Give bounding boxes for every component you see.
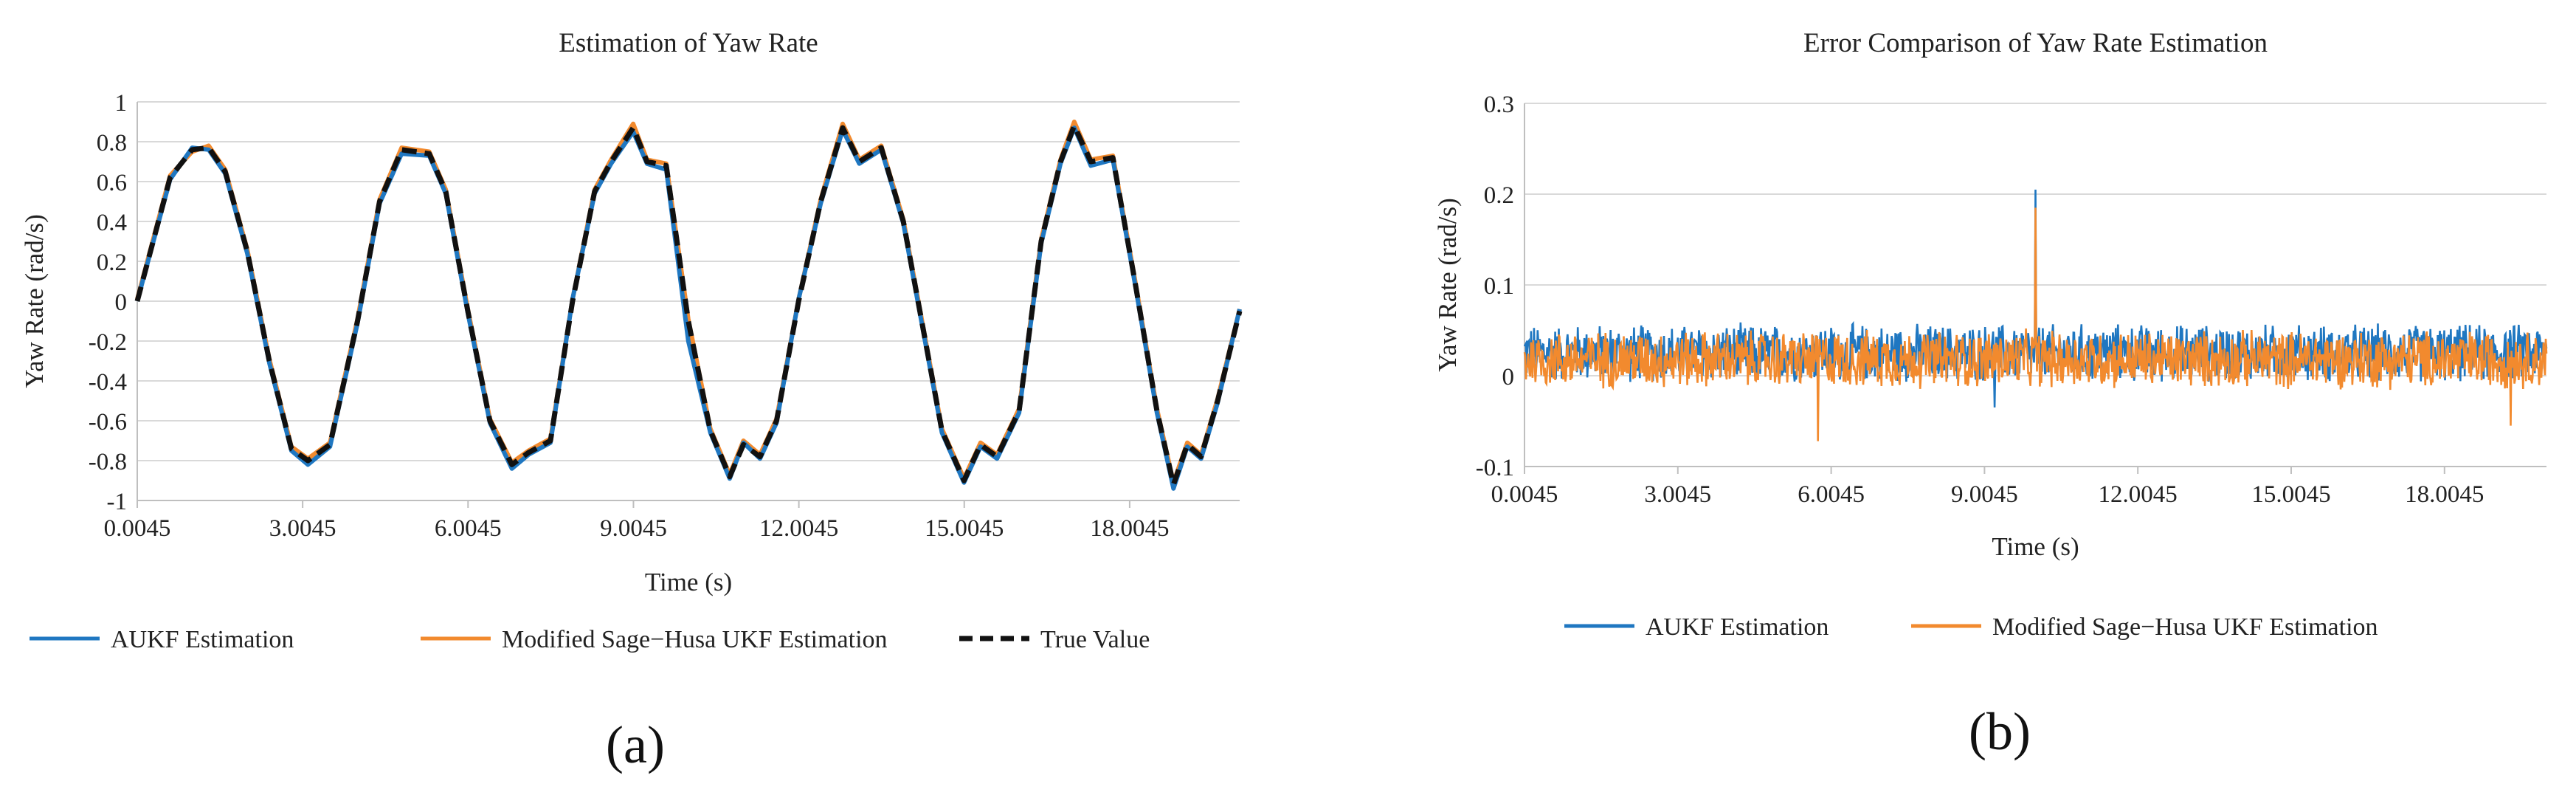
y-tick-label: -0.1 — [1476, 455, 1514, 481]
panel-label-b: (b) — [1969, 702, 2031, 761]
legend-label: AUKF Estimation — [111, 626, 294, 653]
x-tick-label: 15.0045 — [925, 515, 1004, 542]
chart-title: Estimation of Yaw Rate — [559, 28, 818, 58]
legend-label: Modified Sage−Husa UKF Estimation — [1992, 613, 2378, 641]
y-tick-label: 0.6 — [97, 170, 127, 196]
y-tick-label: 0.4 — [97, 210, 127, 236]
series-line-modified-sage-husa-ukf-estimation — [135, 120, 1242, 485]
x-axis-label: Time (s) — [1992, 532, 2079, 561]
y-tick-label: -0.4 — [89, 369, 127, 396]
x-tick-label: 3.0045 — [1644, 481, 1711, 508]
x-tick-label: 0.0045 — [1491, 481, 1558, 508]
series-line-true-value — [134, 123, 1243, 487]
legend-label: True Value — [1040, 626, 1150, 653]
x-tick-label: 9.0045 — [1951, 481, 2018, 508]
y-tick-label: 0.8 — [97, 130, 127, 156]
x-tick-label: 6.0045 — [435, 515, 502, 542]
x-tick-label: 12.0045 — [759, 515, 838, 542]
x-tick-label: 18.0045 — [2405, 481, 2484, 508]
y-tick-label: 0.1 — [1484, 273, 1514, 300]
series-line-modified-sage-husa-ukf-estimation — [1523, 207, 2548, 441]
y-tick-label: 0.2 — [97, 250, 127, 276]
y-tick-label: -1 — [107, 489, 128, 515]
x-tick-label: 12.0045 — [2099, 481, 2178, 508]
y-tick-label: -0.8 — [89, 449, 127, 475]
x-tick-label: 0.0045 — [104, 515, 171, 542]
x-tick-label: 15.0045 — [2251, 481, 2330, 508]
y-axis-label: Yaw Rate (rad/s) — [1433, 198, 1462, 372]
panel-label-a: (a) — [606, 715, 665, 774]
y-axis-label: Yaw Rate (rad/s) — [20, 214, 49, 388]
y-tick-label: -0.6 — [89, 409, 127, 436]
y-tick-label: 0.3 — [1484, 92, 1514, 118]
x-tick-label: 18.0045 — [1090, 515, 1169, 542]
y-tick-label: -0.2 — [89, 329, 127, 356]
y-tick-label: 0 — [115, 289, 128, 316]
y-tick-label: 1 — [115, 90, 128, 117]
y-tick-label: 0.2 — [1484, 182, 1514, 209]
chart-a: Estimation of Yaw Rate -1 -0.8 -0.6 -0.4 -0.2… — [20, 28, 1243, 653]
x-axis-label: Time (s) — [645, 568, 732, 596]
chart-title: Error Comparison of Yaw Rate Estimation — [1803, 28, 2268, 58]
legend-label: AUKF Estimation — [1646, 613, 1829, 641]
x-tick-label: 6.0045 — [1798, 481, 1865, 508]
legend-label: Modified Sage−Husa UKF Estimation — [502, 626, 888, 653]
y-tick-label: 0 — [1502, 364, 1515, 390]
x-tick-label: 9.0045 — [600, 515, 667, 542]
x-tick-label: 3.0045 — [269, 515, 336, 542]
chart-b: Error Comparison of Yaw Rate Estimation -… — [1433, 28, 2548, 641]
